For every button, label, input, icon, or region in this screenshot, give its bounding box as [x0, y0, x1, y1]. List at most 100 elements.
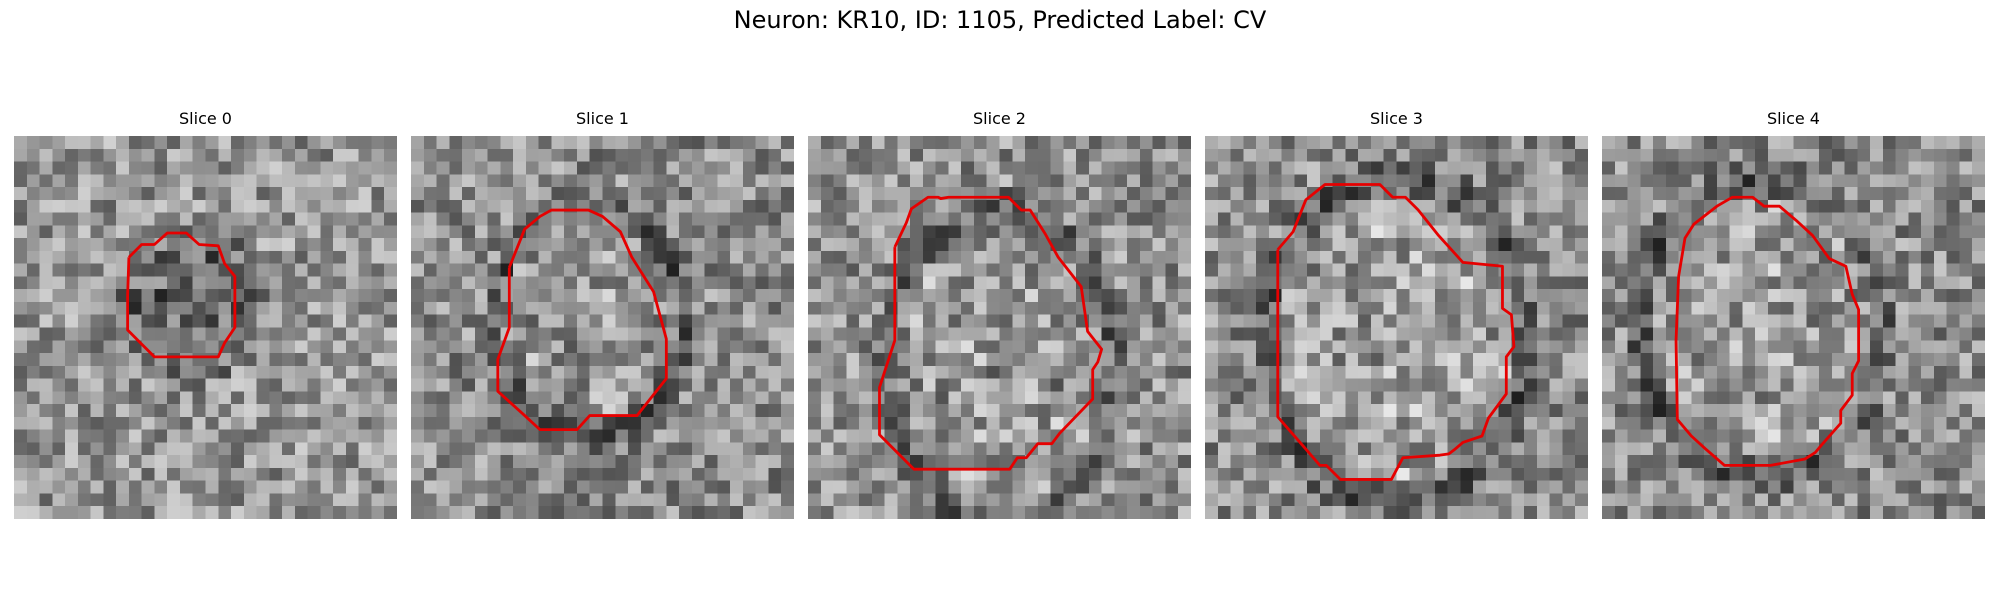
- pixel-cell: [1653, 327, 1667, 341]
- pixel-cell: [1524, 250, 1538, 264]
- pixel-cell: [345, 161, 359, 175]
- pixel-cell: [1460, 327, 1474, 341]
- pixel-cell: [1422, 416, 1436, 430]
- pixel-cell: [1946, 301, 1960, 315]
- pixel-cell: [910, 506, 924, 519]
- pixel-cell: [1281, 353, 1295, 367]
- pixel-cell: [1614, 161, 1628, 175]
- pixel-cell: [1933, 429, 1947, 443]
- pixel-cell: [39, 199, 53, 213]
- pixel-cell: [14, 365, 28, 379]
- pixel-cell: [1536, 263, 1550, 277]
- pixel-cell: [846, 378, 860, 392]
- pixel-cell: [1640, 212, 1654, 226]
- pixel-cell: [1037, 493, 1051, 507]
- pixel-cell: [935, 225, 949, 239]
- pixel-cell: [384, 301, 397, 315]
- pixel-cell: [1050, 480, 1064, 494]
- pixel-cell: [462, 404, 476, 418]
- pixel-cell: [986, 378, 1000, 392]
- pixel-cell: [423, 276, 437, 290]
- pixel-cell: [1434, 455, 1448, 469]
- pixel-cell: [628, 493, 642, 507]
- pixel-cell: [294, 353, 308, 367]
- pixel-cell: [90, 250, 104, 264]
- pixel-cell: [948, 493, 962, 507]
- pixel-cell: [1562, 455, 1576, 469]
- pixel-cell: [1050, 467, 1064, 481]
- pixel-cell: [859, 199, 873, 213]
- pixel-cell: [1665, 467, 1679, 481]
- pixel-cell: [846, 327, 860, 341]
- pixel-cell: [717, 199, 731, 213]
- pixel-cell: [1959, 467, 1973, 481]
- pixel-cell: [1857, 250, 1871, 264]
- pixel-cell: [768, 187, 782, 201]
- pixel-cell: [1780, 161, 1794, 175]
- pixel-cell: [218, 416, 232, 430]
- pixel-cell: [1498, 187, 1512, 201]
- pixel-cell: [1857, 161, 1871, 175]
- pixel-cell: [1716, 429, 1730, 443]
- pixel-cell: [730, 455, 744, 469]
- pixel-cell: [1704, 289, 1718, 303]
- pixel-cell: [1691, 327, 1705, 341]
- pixel-cell: [1434, 378, 1448, 392]
- pixel-cell: [1025, 404, 1039, 418]
- pixel-cell: [1383, 225, 1397, 239]
- pixel-cell: [500, 365, 514, 379]
- pixel-cell: [103, 327, 117, 341]
- pixel-cell: [39, 212, 53, 226]
- pixel-cell: [1243, 263, 1257, 277]
- pixel-cell: [1345, 250, 1359, 264]
- pixel-cell: [1627, 467, 1641, 481]
- pixel-cell: [551, 301, 565, 315]
- pixel-cell: [730, 225, 744, 239]
- pixel-cell: [628, 136, 642, 150]
- pixel-cell: [52, 455, 66, 469]
- pixel-cell: [589, 187, 603, 201]
- pixel-cell: [1281, 148, 1295, 162]
- pixel-cell: [1460, 353, 1474, 367]
- pixel-cell: [999, 467, 1013, 481]
- pixel-cell: [1691, 161, 1705, 175]
- pixel-cell: [1205, 404, 1219, 418]
- pixel-cell: [1294, 391, 1308, 405]
- pixel-cell: [269, 416, 283, 430]
- pixel-cell: [1755, 225, 1769, 239]
- pixel-cell: [884, 493, 898, 507]
- pixel-cell: [1268, 148, 1282, 162]
- pixel-cell: [1025, 429, 1039, 443]
- pixel-cell: [1139, 391, 1153, 405]
- pixel-cell: [371, 467, 385, 481]
- pixel-cell: [1793, 340, 1807, 354]
- pixel-cell: [1460, 136, 1474, 150]
- pixel-cell: [1793, 174, 1807, 188]
- pixel-cell: [1370, 480, 1384, 494]
- pixel-cell: [910, 314, 924, 328]
- pixel-cell: [462, 263, 476, 277]
- pixel-cell: [90, 506, 104, 519]
- pixel-cell: [154, 327, 168, 341]
- pixel-cell: [116, 289, 130, 303]
- pixel-cell: [1383, 327, 1397, 341]
- pixel-cell: [449, 442, 463, 456]
- pixel-cell: [973, 506, 987, 519]
- pixel-cell: [1602, 467, 1616, 481]
- pixel-cell: [192, 429, 206, 443]
- pixel-cell: [1767, 250, 1781, 264]
- pixel-cell: [39, 276, 53, 290]
- pixel-cell: [320, 174, 334, 188]
- pixel-cell: [1908, 148, 1922, 162]
- pixel-cell: [154, 301, 168, 315]
- pixel-cell: [116, 365, 130, 379]
- pixel-cell: [564, 276, 578, 290]
- pixel-cell: [1524, 404, 1538, 418]
- pixel-cell: [897, 301, 911, 315]
- pixel-cell: [973, 199, 987, 213]
- pixel-cell: [282, 327, 296, 341]
- pixel-cell: [487, 174, 501, 188]
- pixel-cell: [589, 289, 603, 303]
- pixel-cell: [411, 416, 425, 430]
- pixel-cell: [513, 467, 527, 481]
